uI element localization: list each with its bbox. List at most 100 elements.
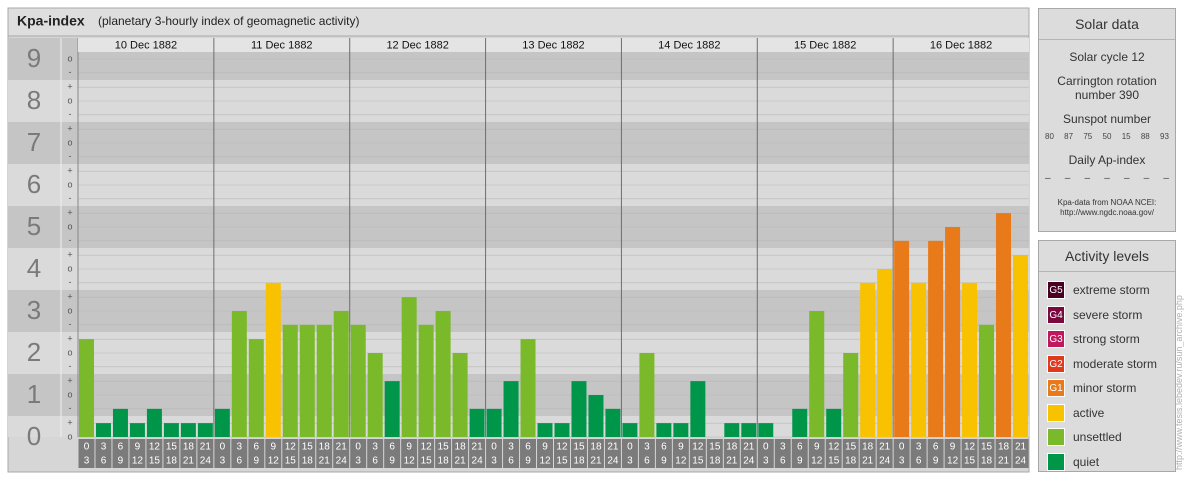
x-tick-label: 15 xyxy=(845,442,857,453)
day-label: 14 Dec 1882 xyxy=(658,39,720,51)
bar xyxy=(690,381,706,437)
y-minor-label: + xyxy=(67,292,72,302)
x-tick-label: 18 xyxy=(319,442,331,453)
x-tick-label: 6 xyxy=(389,442,395,453)
x-tick-label: 12 xyxy=(404,456,416,467)
x-tick-label: 6 xyxy=(797,442,803,453)
bar xyxy=(588,395,604,437)
x-tick-label: 12 xyxy=(556,442,568,453)
x-tick-label: 12 xyxy=(149,442,161,453)
bar xyxy=(163,423,179,437)
y-minor-label: o xyxy=(67,53,72,63)
bar xyxy=(486,408,502,437)
legend-label: minor storm xyxy=(1073,381,1137,396)
x-tick-label: 21 xyxy=(879,442,891,453)
x-tick-label: 3 xyxy=(780,442,786,453)
ap-value: – xyxy=(1104,173,1110,184)
legend-item: quiet xyxy=(1039,450,1175,475)
watermark: http://www.tesis.lebedev.ru/sun_archive.… xyxy=(1174,295,1184,470)
x-label-box xyxy=(333,439,350,468)
x-label-box xyxy=(706,439,723,468)
legend-swatch: G2 xyxy=(1047,354,1065,373)
day-label: 13 Dec 1882 xyxy=(522,39,584,51)
x-tick-label: 21 xyxy=(455,456,467,467)
x-tick-label: 12 xyxy=(285,442,297,453)
x-label-box xyxy=(316,439,333,468)
x-tick-label: 15 xyxy=(692,456,704,467)
x-tick-label: 3 xyxy=(372,442,378,453)
x-label-box xyxy=(978,439,995,468)
y-tick-label: 1 xyxy=(27,379,41,409)
x-tick-label: 6 xyxy=(661,442,667,453)
x-tick-label: 3 xyxy=(84,456,90,467)
x-label-box xyxy=(689,439,706,468)
x-tick-label: 12 xyxy=(964,442,976,453)
legend-swatch xyxy=(1047,452,1065,471)
x-label-box xyxy=(503,439,520,468)
x-label-box xyxy=(587,439,604,468)
x-label-box xyxy=(740,439,757,468)
x-label-box xyxy=(282,439,299,468)
x-tick-label: 12 xyxy=(539,456,551,467)
x-tick-label: 0 xyxy=(355,442,361,453)
y-minor-label: o xyxy=(67,347,72,357)
sunspot-number: 50 xyxy=(1102,132,1112,141)
chart: Kpa-index (planetary 3-hourly index of g… xyxy=(7,7,1030,473)
x-tick-label: 6 xyxy=(508,456,514,467)
ap-row: – – – – – – – xyxy=(1039,173,1175,184)
carrington-rotation: Carrington rotation number 390 xyxy=(1057,74,1157,102)
sunspot-number: 75 xyxy=(1083,132,1093,141)
bar xyxy=(571,381,587,437)
legend-label: moderate storm xyxy=(1073,356,1158,371)
x-tick-label: 21 xyxy=(183,456,195,467)
y-minor-label: - xyxy=(69,109,72,119)
x-tick-label: 9 xyxy=(950,442,956,453)
bar xyxy=(231,311,247,437)
legend-item: G4 severe storm xyxy=(1039,303,1175,328)
x-label-box xyxy=(384,439,401,468)
y-minor-label: o xyxy=(67,431,72,441)
x-label-box xyxy=(146,439,163,468)
ap-value: – xyxy=(1143,173,1150,184)
x-label-box xyxy=(893,439,910,468)
x-tick-label: 12 xyxy=(421,442,433,453)
x-tick-label: 6 xyxy=(101,456,107,467)
legend-swatch: G5 xyxy=(1047,281,1065,300)
x-tick-label: 24 xyxy=(1015,456,1027,467)
x-tick-label: 9 xyxy=(797,456,803,467)
x-label-box xyxy=(367,439,384,468)
x-tick-label: 18 xyxy=(998,442,1010,453)
x-label-box xyxy=(723,439,740,468)
x-tick-label: 6 xyxy=(644,456,650,467)
y-tick-label: 3 xyxy=(27,295,41,325)
panel-title: Activity levels xyxy=(1039,241,1175,272)
x-tick-label: 3 xyxy=(916,442,922,453)
x-tick-label: 21 xyxy=(726,456,738,467)
x-label-box xyxy=(570,439,587,468)
solar-data-panel: Solar data Solar cycle 12 Carrington rot… xyxy=(1038,8,1176,232)
ap-value: – xyxy=(1064,173,1071,184)
y-minor-label: + xyxy=(67,418,72,428)
sunspot-row: 80 87 75 50 15 88 93 xyxy=(1039,132,1175,141)
x-label-box xyxy=(78,439,95,468)
x-tick-label: 15 xyxy=(421,456,433,467)
x-tick-label: 9 xyxy=(933,456,939,467)
bar xyxy=(724,423,740,437)
title-bar xyxy=(7,7,1030,37)
x-tick-label: 21 xyxy=(607,442,619,453)
bar xyxy=(656,423,672,437)
bar xyxy=(95,423,111,437)
x-tick-label: 9 xyxy=(678,442,684,453)
bar xyxy=(112,408,128,437)
bar xyxy=(826,408,842,437)
x-tick-label: 12 xyxy=(692,442,704,453)
x-tick-label: 6 xyxy=(780,456,786,467)
bar xyxy=(741,423,757,437)
bar xyxy=(860,282,876,437)
x-label-box xyxy=(401,439,418,468)
x-tick-label: 6 xyxy=(118,442,124,453)
bar xyxy=(333,311,349,437)
y-tick-label: 4 xyxy=(27,253,41,283)
x-tick-label: 9 xyxy=(814,442,820,453)
bar xyxy=(605,408,621,437)
